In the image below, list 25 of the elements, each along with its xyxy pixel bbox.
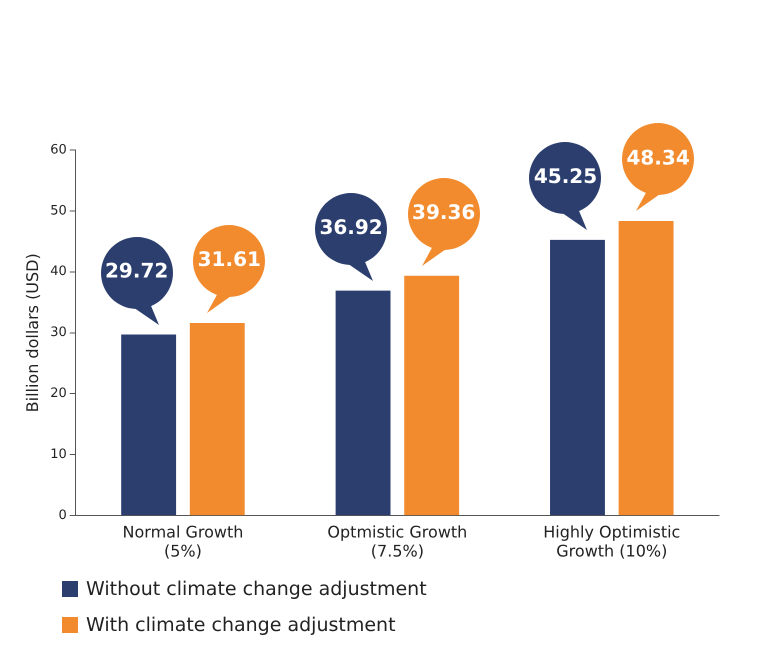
legend-label: With climate change adjustment [86,614,396,636]
y-axis-title: Billion dollars (USD) [22,253,42,412]
data-label: 39.36 [412,200,476,224]
data-label: 36.92 [319,214,383,239]
y-tick-label: 0 [58,508,67,523]
bar [618,221,674,516]
x-tick-label: Optmistic Growth (7.5%) [327,522,468,561]
bar [550,240,605,516]
y-tick-label: 30 [50,325,67,340]
data-label: 48.34 [626,145,690,170]
x-tick-label: Normal Growth (5%) [122,522,244,561]
y-tick-label: 60 [50,142,67,158]
y-tick-label: 50 [50,203,67,218]
x-tick-label: Highly Optimistic Growth (10%) [543,522,680,561]
data-label: 31.61 [198,247,261,272]
bar [336,290,391,516]
y-tick-label: 40 [50,264,67,280]
bar [190,322,245,516]
bar [404,276,460,516]
y-tick-label: 20 [50,386,67,402]
data-label: 45.25 [534,164,598,188]
bar [121,334,176,516]
y-tick-label: 10 [50,447,67,462]
data-label: 29.72 [105,258,168,283]
legend-label: Without climate change adjustment [86,578,427,600]
